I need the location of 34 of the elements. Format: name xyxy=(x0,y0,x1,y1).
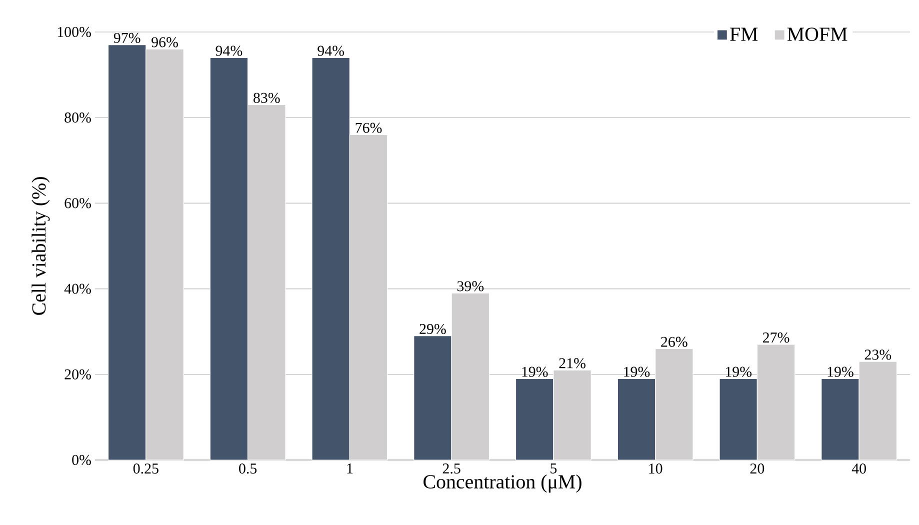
y-tick-label: 60% xyxy=(64,198,91,208)
data-label: 27% xyxy=(763,332,790,343)
x-tick-label: 20 xyxy=(750,464,764,474)
data-label: 21% xyxy=(559,358,586,368)
x-axis-title: Concentration (μM) xyxy=(424,474,582,493)
legend-label: FM xyxy=(730,28,758,41)
data-label: 29% xyxy=(420,324,446,334)
y-axis-title: Cell viability (%) xyxy=(32,177,50,315)
x-tick-label: 2.5 xyxy=(442,464,460,474)
data-label: 94% xyxy=(216,46,242,56)
data-label: 94% xyxy=(318,46,344,56)
x-tick-label: 10 xyxy=(649,464,662,474)
data-label: 19% xyxy=(726,366,752,377)
data-label: 96% xyxy=(152,37,178,48)
y-tick-label: 0% xyxy=(72,454,91,466)
data-label: 19% xyxy=(522,366,548,377)
data-label: 23% xyxy=(864,350,892,360)
x-tick-label: 0.25 xyxy=(133,464,158,474)
x-tick-label: 1 xyxy=(347,464,353,474)
y-tick-label: 100% xyxy=(58,26,91,38)
data-label: 97% xyxy=(114,32,140,44)
y-tick-label: 40% xyxy=(64,284,91,294)
y-tick-label: 20% xyxy=(64,369,91,380)
data-label: 39% xyxy=(457,281,484,292)
y-tick-label: 80% xyxy=(64,112,91,123)
data-label: 19% xyxy=(828,366,854,377)
x-tick-label: 0.5 xyxy=(239,464,257,474)
data-label: 19% xyxy=(624,366,650,377)
data-label: 76% xyxy=(356,122,382,133)
legend-label: MOFM xyxy=(787,28,848,41)
x-tick-label: 40 xyxy=(852,464,866,474)
data-label: 83% xyxy=(254,92,280,103)
x-tick-label: 5 xyxy=(550,464,557,474)
data-label: 26% xyxy=(661,336,688,347)
